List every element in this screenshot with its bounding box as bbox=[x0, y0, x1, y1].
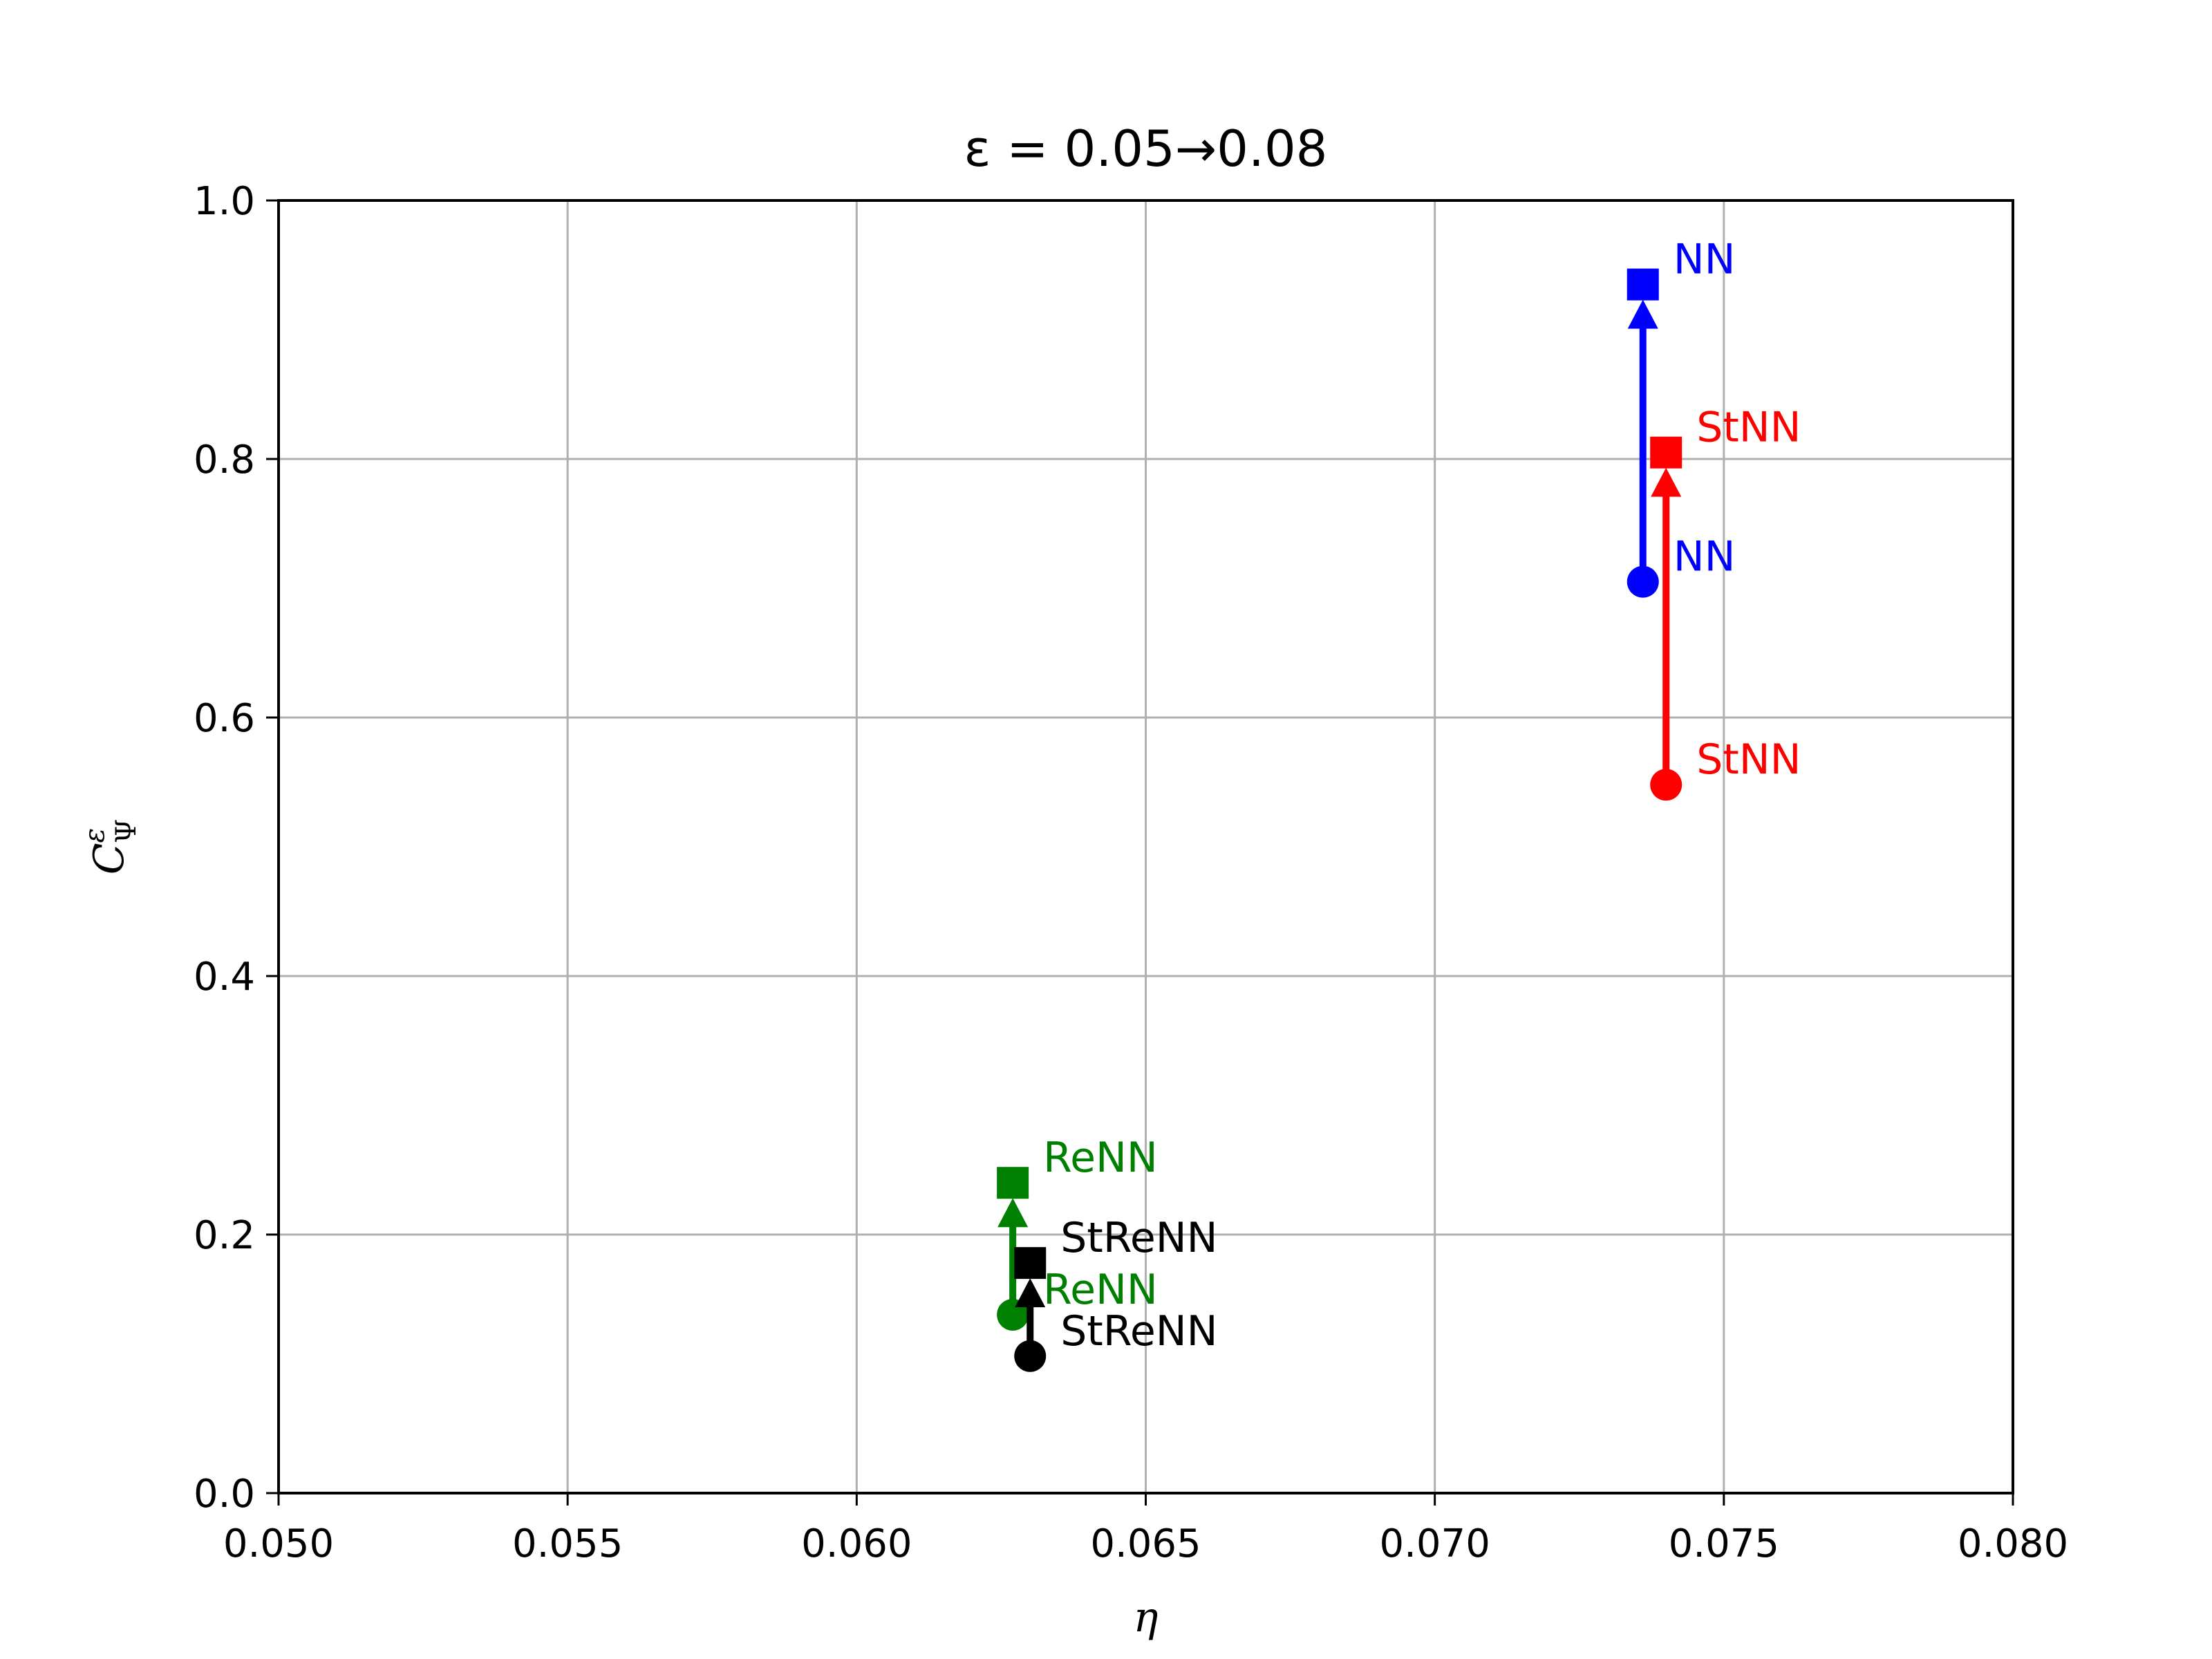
series-end-point bbox=[1014, 1247, 1047, 1280]
series-end-label: ReNN bbox=[1043, 1134, 1158, 1182]
series-start-point bbox=[1627, 565, 1659, 598]
series-arrow-head bbox=[997, 1198, 1029, 1228]
series-start-label: ReNN bbox=[1043, 1266, 1158, 1314]
series-start-label: StNN bbox=[1696, 735, 1801, 784]
x-tick-label: 0.070 bbox=[1380, 1521, 1490, 1566]
y-axis-title-sub: Ψ bbox=[111, 819, 142, 843]
series-start-label: NN bbox=[1674, 533, 1736, 581]
y-tick-label: 1.0 bbox=[194, 179, 255, 224]
x-tick-label: 0.075 bbox=[1669, 1521, 1779, 1566]
x-axis-title: η bbox=[1134, 1593, 1159, 1642]
y-tick-label: 0.4 bbox=[194, 955, 255, 1000]
series-arrow-head bbox=[1015, 1278, 1046, 1308]
x-tick-label: 0.055 bbox=[512, 1521, 623, 1566]
series-end-label: StNN bbox=[1696, 404, 1801, 452]
chart-title: ε = 0.05→0.08 bbox=[964, 120, 1328, 178]
series-start-point bbox=[1650, 769, 1683, 801]
y-tick-label: 0.0 bbox=[194, 1472, 255, 1517]
y-tick-label: 0.6 bbox=[194, 696, 255, 741]
x-tick-label: 0.080 bbox=[1958, 1521, 2068, 1566]
y-tick-label: 0.8 bbox=[194, 438, 255, 482]
series-end-point bbox=[1650, 436, 1683, 469]
series-end-label: NN bbox=[1674, 236, 1736, 284]
x-tick-label: 0.065 bbox=[1090, 1521, 1201, 1566]
series-end-point bbox=[997, 1167, 1029, 1199]
y-axis-title-sup: ε bbox=[79, 828, 111, 843]
series-renn bbox=[997, 1167, 1029, 1331]
series-nn bbox=[1627, 268, 1659, 598]
y-tick-label: 0.2 bbox=[194, 1213, 255, 1258]
x-tick-label: 0.060 bbox=[801, 1521, 912, 1566]
x-tick-label: 0.050 bbox=[223, 1521, 334, 1566]
series-end-point bbox=[1627, 268, 1659, 301]
series-start-label: StReNN bbox=[1060, 1307, 1217, 1356]
series-end-label: StReNN bbox=[1060, 1214, 1217, 1262]
data-series bbox=[997, 268, 1683, 1372]
series-arrow-head bbox=[1627, 299, 1658, 329]
series-strenn bbox=[1014, 1247, 1047, 1372]
axis-ticks: 0.050 0.055 0.060 0.065 0.070 0.075 0.080 0.0 0.… bbox=[194, 179, 2068, 1566]
y-axis-title-base: C bbox=[85, 843, 133, 874]
series-arrow-head bbox=[1651, 467, 1682, 497]
series-start-point bbox=[1014, 1340, 1047, 1372]
y-axis-title: CεΨ bbox=[79, 819, 142, 874]
series-stnn bbox=[1650, 436, 1683, 801]
